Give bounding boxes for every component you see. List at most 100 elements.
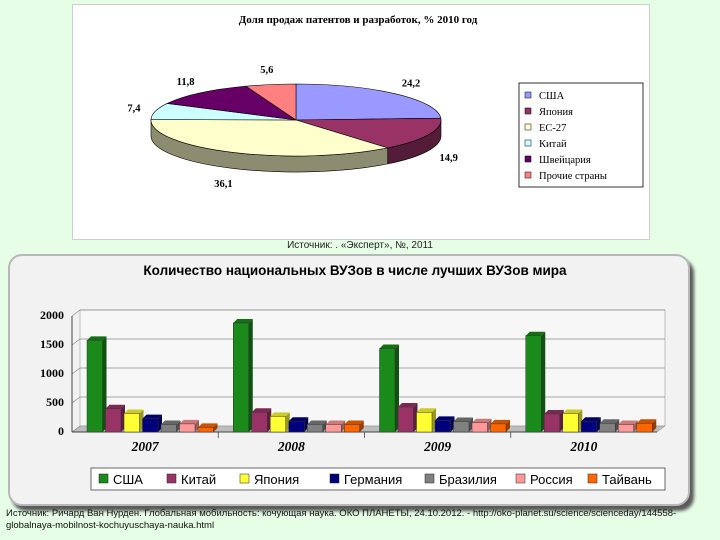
bar-Тайвань-2009 xyxy=(490,423,507,433)
bar-Германия-2008 xyxy=(288,421,305,433)
x-tick-label: 2010 xyxy=(569,439,597,454)
bar-side xyxy=(322,420,327,432)
pie-title: Доля продаж патентов и разработок, % 201… xyxy=(239,14,478,26)
grid-side-line xyxy=(71,396,81,404)
bar-top xyxy=(472,418,492,423)
bar-chart: Количество национальных ВУЗов в числе лу… xyxy=(40,263,666,491)
bar-top xyxy=(490,419,510,424)
grid-side-line xyxy=(71,367,81,375)
bar-Тайвань-2010 xyxy=(636,423,653,433)
bar-Тайвань-2008 xyxy=(344,424,360,433)
bar-legend-label: Германия xyxy=(344,472,402,487)
bar-top xyxy=(124,409,144,414)
pie-chart-panel: 24,2 14,9 36,1 7,4 11,8 5,6 США Япония ЕС-27 Кит… xyxy=(72,4,650,240)
bar-top xyxy=(270,412,290,417)
bar-США-2008 xyxy=(233,322,249,433)
bar-Япония-2007 xyxy=(123,413,140,433)
bar-Китай-2010 xyxy=(544,413,560,433)
pie-legend-label: ЕС-27 xyxy=(539,123,566,134)
bar-legend-swatch xyxy=(98,473,109,484)
bar-Китай-2007 xyxy=(105,408,122,433)
bar-side xyxy=(213,423,218,432)
bar-top xyxy=(599,419,620,424)
x-tick-label: 2007 xyxy=(131,439,160,454)
pie-legend-swatch xyxy=(524,123,532,131)
bar-Япония-2010 xyxy=(562,413,579,433)
bar-Бразилия-2010 xyxy=(599,423,616,433)
bar-legend-label: Китай xyxy=(181,472,216,487)
bar-Германия-2010 xyxy=(581,421,597,433)
bar-Бразилия-2007 xyxy=(160,424,177,433)
bar-side xyxy=(341,420,346,432)
bar-top xyxy=(233,318,253,323)
pie-legend-label: США xyxy=(539,91,565,102)
y-tick-label: 1500 xyxy=(40,337,64,351)
bar-side xyxy=(506,419,510,432)
pie-slice-4 xyxy=(166,85,297,121)
bar-Китай-2008 xyxy=(251,412,268,433)
pie-chart: 24,2 14,9 36,1 7,4 11,8 5,6 США Япония ЕС-27 Кит… xyxy=(127,14,644,190)
pie-legend-swatch xyxy=(524,139,532,147)
bar-legend-box xyxy=(90,467,666,491)
bar-legend-label: Япония xyxy=(254,472,299,487)
pie-legend-label: Китай xyxy=(539,139,567,150)
bar-legend-swatch xyxy=(424,473,435,484)
bar-side xyxy=(248,318,253,432)
pie-value-label: 7,4 xyxy=(127,103,141,114)
bar-top xyxy=(618,420,638,425)
bar-top xyxy=(416,408,436,413)
grid-side-line xyxy=(71,309,81,317)
y-tick-label: 500 xyxy=(46,395,64,409)
bar-top xyxy=(636,419,657,424)
bar-top xyxy=(161,420,181,425)
bar-Бразилия-2008 xyxy=(307,424,323,433)
bar-top xyxy=(544,410,564,415)
bar-top xyxy=(198,423,218,428)
pie-source-note: Источник: . «Эксперт», №, 2011 xyxy=(287,240,433,251)
pie-legend-swatch xyxy=(524,91,532,99)
bar-top xyxy=(379,344,399,349)
bar-top xyxy=(251,408,272,413)
grid-side-line xyxy=(71,425,81,433)
y-tick-label: 2000 xyxy=(40,308,64,322)
bar-top xyxy=(142,414,162,419)
bar-top xyxy=(325,420,346,425)
bar-Россия-2008 xyxy=(325,424,342,433)
bar-side xyxy=(102,336,107,432)
bar-top xyxy=(453,417,473,422)
bar-legend-swatch xyxy=(166,473,177,484)
bar-top xyxy=(525,331,546,336)
bar-top xyxy=(435,416,455,421)
bar-США-2010 xyxy=(525,335,542,433)
bar-top xyxy=(344,420,364,425)
bar-top xyxy=(307,420,327,425)
bar-top xyxy=(288,417,309,422)
bar-legend-swatch xyxy=(329,473,340,484)
bar-legend-label: США xyxy=(113,472,143,487)
x-tick-label: 2008 xyxy=(277,439,305,454)
bar-Тайвань-2007 xyxy=(197,427,214,433)
grid-side-line xyxy=(71,338,81,346)
pie-legend-swatch xyxy=(524,107,532,115)
pie-slice-0 xyxy=(295,83,442,121)
pie-slice-2 xyxy=(150,119,388,157)
bar-top xyxy=(179,419,199,424)
bar-side xyxy=(541,331,546,432)
bar-Германия-2007 xyxy=(142,418,159,433)
bar-legend-swatch xyxy=(515,473,526,484)
pie-legend-swatch xyxy=(524,155,532,163)
pie-legend-box xyxy=(518,82,644,188)
bar-top xyxy=(105,404,125,409)
pie-value-label: 5,6 xyxy=(260,65,273,76)
bar-США-2007 xyxy=(86,340,103,433)
y-tick-label: 1000 xyxy=(40,366,64,380)
pie-value-label: 36,1 xyxy=(214,179,232,190)
bar-Китай-2009 xyxy=(397,406,414,433)
bar-legend-label: Тайвань xyxy=(602,472,652,487)
pie-legend-swatch xyxy=(524,171,532,179)
bar-top xyxy=(398,403,418,408)
bar-top xyxy=(581,417,601,422)
bar-Россия-2010 xyxy=(618,424,634,433)
bar-top xyxy=(562,409,583,414)
bar-legend-label: Бразилия xyxy=(439,472,497,487)
